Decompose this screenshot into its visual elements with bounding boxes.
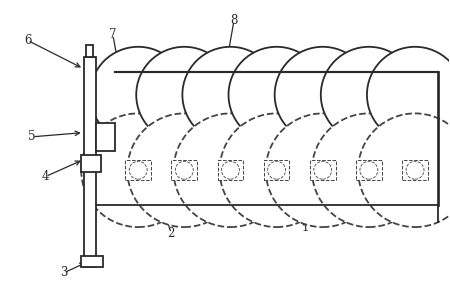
Ellipse shape (176, 161, 193, 179)
Text: 2: 2 (167, 227, 175, 240)
Ellipse shape (314, 161, 332, 179)
Ellipse shape (360, 161, 378, 179)
Text: 8: 8 (230, 14, 238, 27)
Bar (81, 155, 101, 172)
Ellipse shape (81, 113, 195, 227)
Ellipse shape (321, 47, 417, 143)
Bar (402, 160, 428, 180)
Ellipse shape (220, 113, 333, 227)
Bar (86, 45, 93, 57)
Text: 7: 7 (109, 28, 117, 41)
Ellipse shape (312, 113, 426, 227)
Bar (356, 160, 382, 180)
Text: 1: 1 (302, 221, 310, 234)
Text: 4: 4 (42, 170, 50, 183)
Ellipse shape (127, 113, 241, 227)
Ellipse shape (229, 47, 324, 143)
Bar (264, 160, 289, 180)
Bar (96, 123, 115, 151)
Ellipse shape (358, 113, 450, 227)
Bar (218, 160, 243, 180)
Ellipse shape (266, 113, 380, 227)
Text: 5: 5 (28, 130, 36, 143)
Ellipse shape (221, 161, 239, 179)
Ellipse shape (268, 161, 286, 179)
Ellipse shape (182, 47, 279, 143)
Ellipse shape (274, 47, 371, 143)
Bar (84, 57, 96, 267)
Ellipse shape (129, 161, 147, 179)
Text: 3: 3 (60, 266, 67, 280)
Bar (115, 72, 438, 205)
Bar (126, 160, 151, 180)
Bar (81, 256, 103, 267)
Ellipse shape (136, 47, 232, 143)
Bar (171, 160, 197, 180)
Ellipse shape (367, 47, 450, 143)
Ellipse shape (90, 47, 186, 143)
Bar (117, 72, 437, 204)
Text: 6: 6 (24, 34, 32, 47)
Bar (310, 160, 336, 180)
Ellipse shape (406, 161, 424, 179)
Ellipse shape (174, 113, 288, 227)
